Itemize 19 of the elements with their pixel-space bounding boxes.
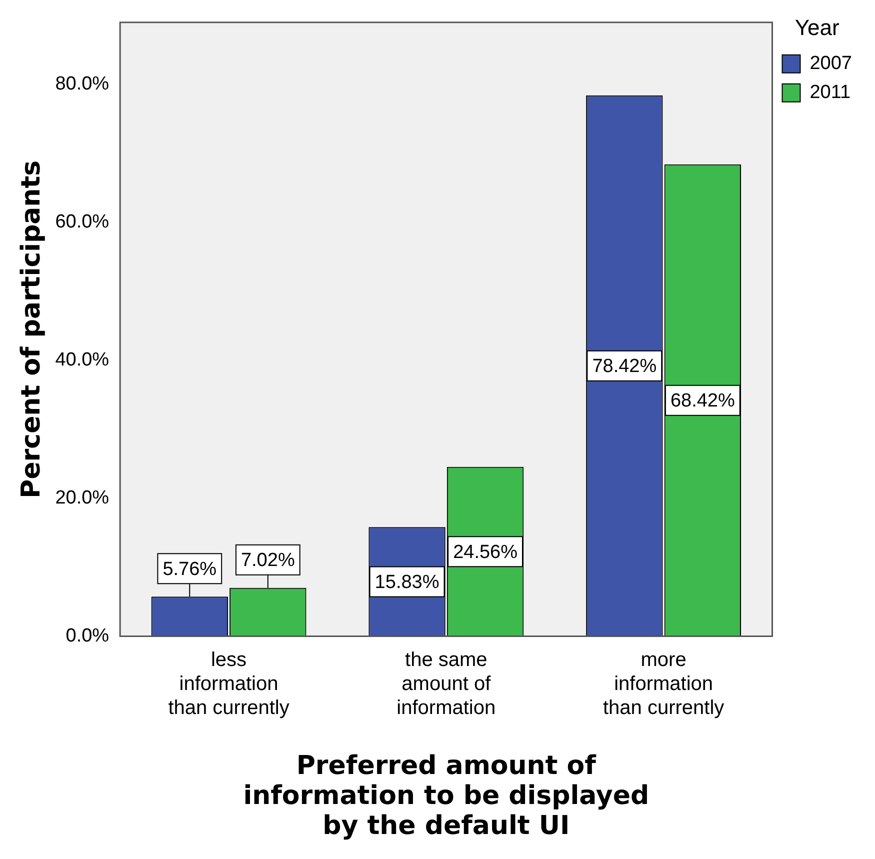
x-tick-label: less information than currently xyxy=(168,648,290,719)
legend-title: Year xyxy=(794,15,840,40)
y-tick-label: 80.0% xyxy=(55,74,110,95)
legend-label: 2011 xyxy=(810,82,851,104)
data-label: 78.42% xyxy=(592,356,657,378)
x-tick-label: the same amount of information xyxy=(396,648,496,719)
data-label: 15.83% xyxy=(374,572,440,593)
legend-label: 2007 xyxy=(810,53,852,74)
x-tick-label: more information than currently xyxy=(602,648,724,719)
data-label: 68.42% xyxy=(670,390,735,412)
y-tick-label: 20.0% xyxy=(55,488,110,509)
data-label: 24.56% xyxy=(453,542,518,563)
y-tick-label: 0.0% xyxy=(66,626,110,647)
x-axis-title: Preferred amount of information to be displayed by the default UI xyxy=(243,751,650,841)
y-tick-label: 60.0% xyxy=(55,212,110,233)
y-axis-title: Percent of participants xyxy=(16,160,46,498)
data-label: 5.76% xyxy=(162,558,217,580)
data-label: 7.02% xyxy=(240,550,295,572)
y-tick-label: 40.0% xyxy=(55,350,110,371)
